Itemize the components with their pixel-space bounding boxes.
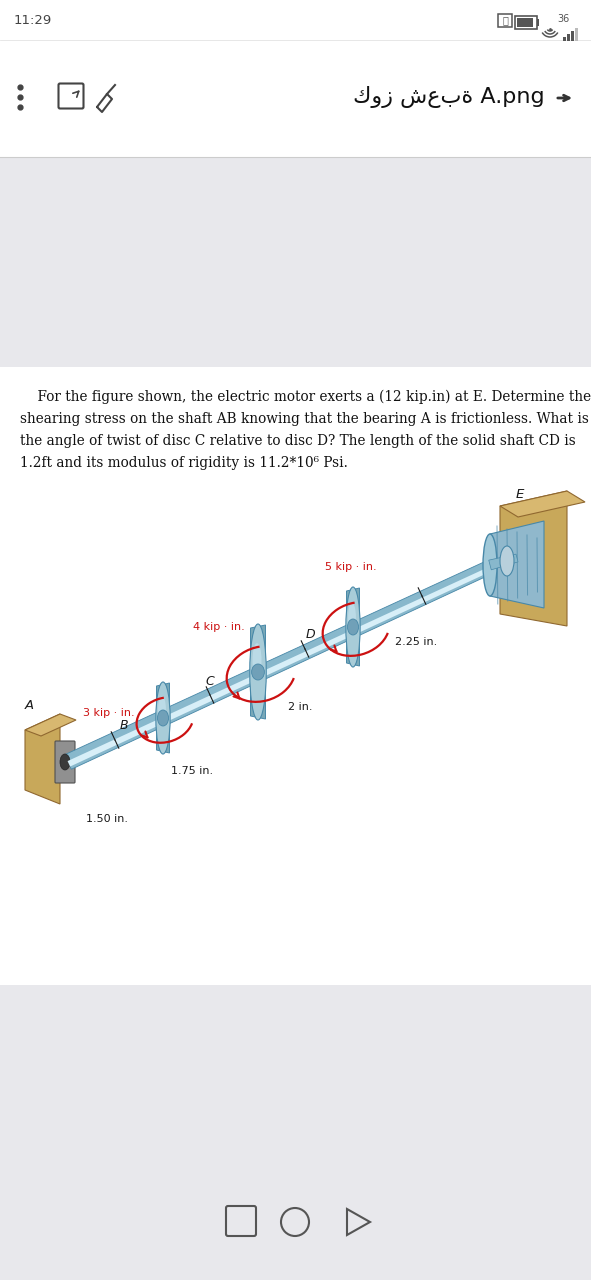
Polygon shape [346,588,359,666]
Text: the angle of twist of disc C relative to disc D? The length of the solid shaft C: the angle of twist of disc C relative to… [20,434,576,448]
Text: 36: 36 [557,14,569,24]
Bar [575,28,578,41]
Ellipse shape [500,547,514,576]
Bar [0,986,591,1280]
Polygon shape [25,714,76,736]
Polygon shape [500,492,567,626]
Polygon shape [489,554,518,570]
Ellipse shape [157,710,168,726]
Ellipse shape [252,664,264,680]
Bar [567,35,570,41]
Bar [515,15,537,29]
Text: B: B [119,718,128,732]
Text: 2 in.: 2 in. [288,701,313,712]
Text: 👤: 👤 [502,15,508,26]
Ellipse shape [252,643,261,677]
Bar [0,367,591,986]
FancyBboxPatch shape [55,741,75,783]
Bar [571,31,574,41]
Polygon shape [490,521,544,608]
Bar [0,0,591,157]
Polygon shape [251,625,265,719]
Ellipse shape [348,603,356,631]
Text: كوز شعبة A.png: كوز شعبة A.png [353,86,545,108]
Text: D: D [306,628,315,641]
Polygon shape [67,566,494,767]
Polygon shape [500,492,585,517]
Text: C: C [205,675,214,689]
Text: E: E [516,488,524,500]
Ellipse shape [158,696,166,722]
Ellipse shape [346,588,360,667]
Text: 3 kip · in.: 3 kip · in. [83,708,135,718]
Bar [537,19,539,26]
Text: For the figure shown, the electric motor exerts a (12 kip.in) at E. Determine th: For the figure shown, the electric motor… [20,390,591,404]
Ellipse shape [156,682,170,754]
Text: 1.50 in.: 1.50 in. [86,814,128,824]
Ellipse shape [483,534,497,596]
Bar [0,157,591,367]
Text: A: A [25,699,34,712]
Text: 1.75 in.: 1.75 in. [171,765,213,776]
Polygon shape [25,714,60,804]
Bar [517,18,533,27]
Ellipse shape [60,754,70,771]
Bar [563,37,566,41]
Text: 1.2ft and its modulus of rigidity is 11.2*10⁶ Psi.: 1.2ft and its modulus of rigidity is 11.… [20,456,348,470]
Polygon shape [64,559,495,769]
Ellipse shape [348,620,359,635]
Text: 11:29: 11:29 [14,14,52,27]
Polygon shape [157,684,170,753]
Ellipse shape [250,623,267,719]
Text: 4 kip · in.: 4 kip · in. [193,622,245,632]
Text: 2.25 in.: 2.25 in. [395,637,437,646]
Text: 5 kip · in.: 5 kip · in. [325,562,376,572]
Text: shearing stress on the shaft AB knowing that the bearing A is frictionless. What: shearing stress on the shaft AB knowing … [20,412,589,426]
